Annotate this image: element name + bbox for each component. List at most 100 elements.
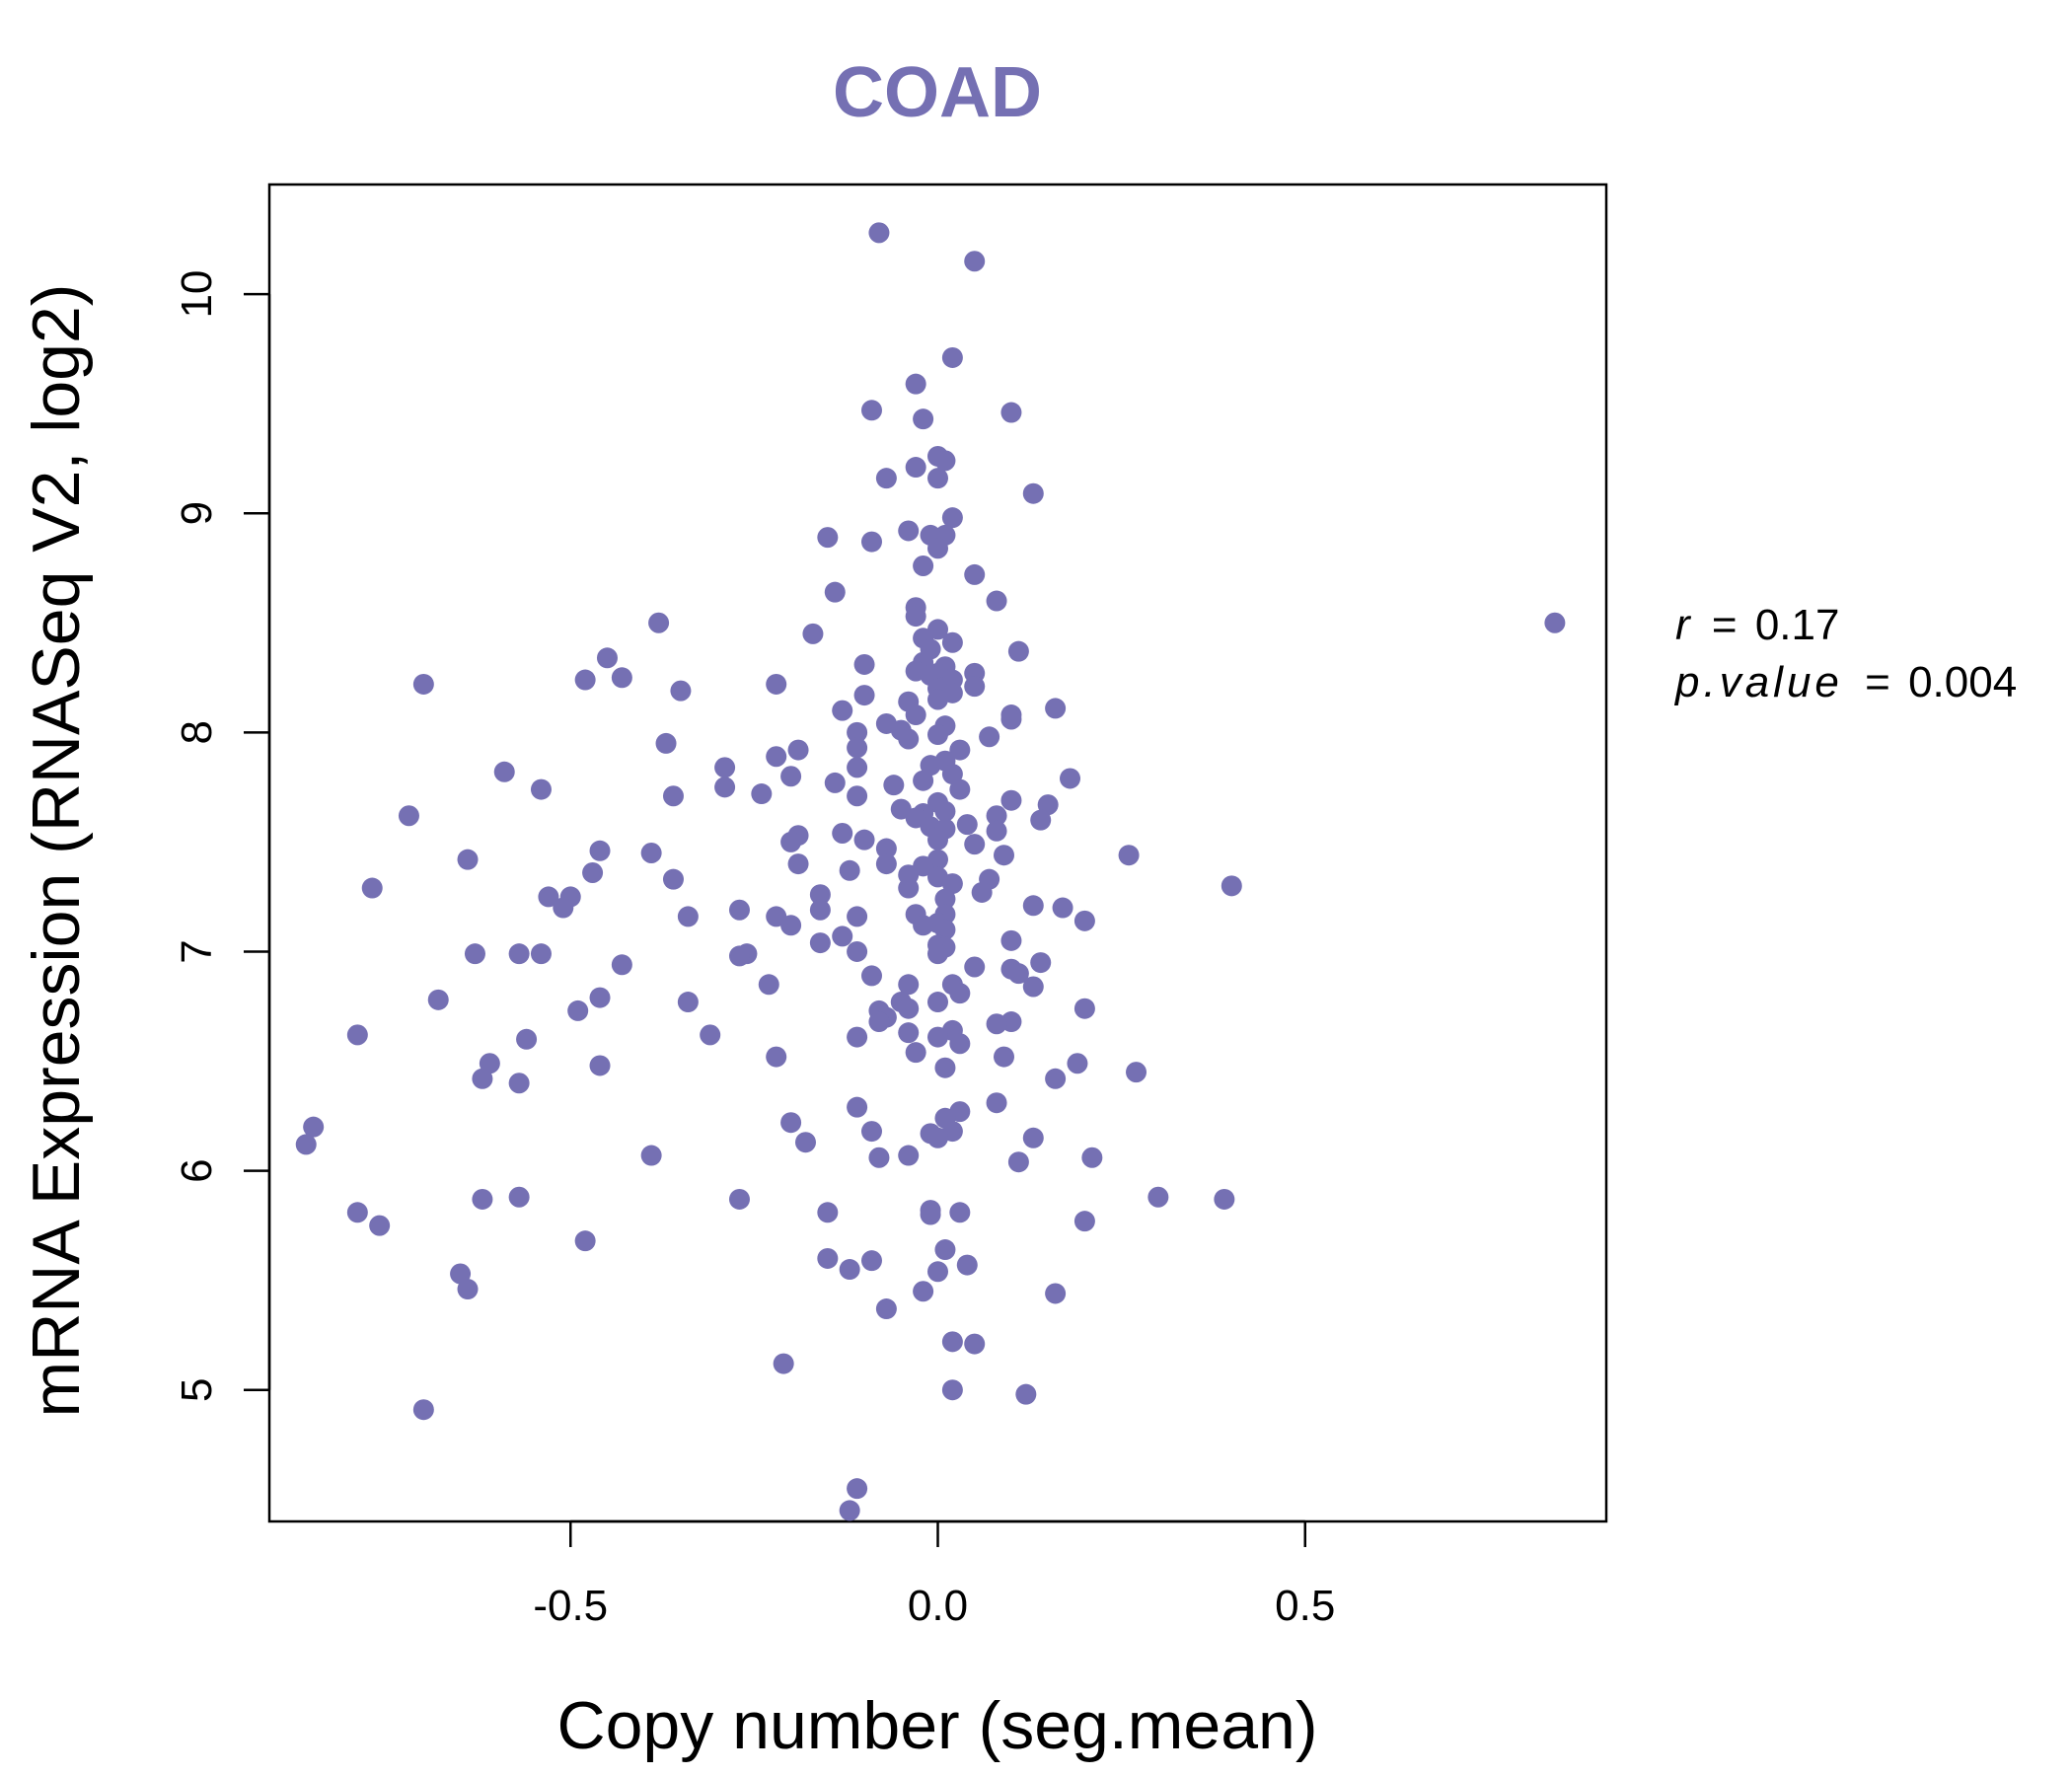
data-point — [472, 1068, 493, 1089]
data-point — [927, 1026, 948, 1048]
data-point — [611, 667, 632, 689]
data-point — [934, 450, 956, 472]
data-point — [303, 1116, 325, 1138]
data-point — [472, 1188, 493, 1210]
data-point — [860, 531, 882, 553]
data-point — [905, 704, 926, 726]
data-point — [986, 820, 1007, 842]
data-point — [949, 778, 971, 800]
data-point — [832, 925, 853, 947]
data-point — [964, 251, 986, 272]
data-point — [847, 757, 868, 778]
data-point — [853, 653, 875, 675]
data-point — [1126, 1062, 1147, 1083]
data-point — [927, 689, 948, 710]
data-point — [920, 755, 941, 777]
data-point — [728, 1188, 750, 1210]
data-point — [648, 612, 670, 633]
data-point — [913, 915, 934, 936]
data-point — [905, 606, 926, 628]
data-point — [824, 581, 846, 603]
data-point — [898, 998, 920, 1019]
data-point — [508, 1073, 530, 1094]
data-point — [1030, 809, 1052, 831]
data-point — [832, 700, 853, 721]
data-point — [941, 873, 963, 895]
data-point — [728, 945, 750, 967]
data-point — [934, 1239, 956, 1261]
data-point — [655, 732, 677, 754]
data-point — [728, 899, 750, 921]
r-value: 0.17 — [1755, 601, 1840, 649]
data-point — [662, 868, 684, 890]
data-point — [839, 1500, 860, 1521]
data-point — [1000, 708, 1022, 730]
data-point — [832, 823, 853, 845]
data-point — [941, 507, 963, 529]
data-point — [941, 346, 963, 368]
data-point — [964, 676, 986, 698]
data-point — [346, 1202, 368, 1223]
data-point — [949, 1202, 971, 1223]
data-point — [986, 805, 1007, 827]
data-point — [934, 800, 956, 822]
data-point — [1081, 1147, 1103, 1168]
data-point — [964, 956, 986, 978]
data-point — [860, 1250, 882, 1272]
data-point — [898, 520, 920, 542]
data-point — [824, 772, 846, 793]
data-point — [1022, 976, 1044, 998]
data-point — [920, 1204, 941, 1225]
data-point — [994, 1046, 1015, 1068]
data-point — [1118, 845, 1140, 866]
data-point — [508, 1186, 530, 1208]
data-point — [1000, 789, 1022, 811]
data-point — [898, 1145, 920, 1166]
data-point — [516, 1028, 538, 1050]
data-point — [398, 805, 419, 827]
data-point — [412, 673, 434, 695]
data-point — [787, 853, 809, 875]
y-tick-label: 5 — [173, 1377, 221, 1401]
p-label: p.value — [1673, 658, 1843, 706]
data-point — [450, 1263, 472, 1285]
data-point — [662, 785, 684, 807]
data-point — [956, 814, 978, 836]
data-point — [412, 1399, 434, 1421]
data-point — [927, 724, 948, 746]
data-point — [986, 590, 1007, 612]
data-point — [964, 1333, 986, 1355]
y-tick-label: 10 — [173, 270, 221, 319]
data-point — [553, 897, 574, 919]
data-point — [714, 757, 736, 778]
x-axis: -0.5 0.0 0.5 — [533, 1519, 1335, 1630]
data-point — [927, 538, 948, 559]
p-value: 0.004 — [1908, 658, 2017, 706]
r-statistic: r = 0.17 — [1675, 601, 1839, 649]
data-point — [927, 1127, 948, 1148]
data-point — [875, 1298, 897, 1320]
data-point — [839, 1259, 860, 1281]
data-point — [1007, 963, 1029, 985]
data-point — [898, 877, 920, 899]
data-point — [839, 859, 860, 881]
data-point — [1073, 910, 1095, 931]
data-point — [1022, 1127, 1044, 1148]
data-point — [905, 457, 926, 479]
data-point — [1073, 998, 1095, 1019]
data-point — [780, 831, 802, 852]
data-point — [913, 1281, 934, 1302]
data-point — [295, 1134, 317, 1155]
data-point — [817, 527, 839, 549]
data-point — [927, 829, 948, 851]
data-point — [927, 943, 948, 965]
data-point — [640, 843, 662, 863]
data-point — [1022, 482, 1044, 504]
data-point — [751, 783, 773, 805]
data-point — [802, 623, 824, 644]
data-point — [1067, 1053, 1088, 1074]
data-point — [567, 999, 589, 1021]
data-point — [1037, 794, 1059, 816]
data-point — [780, 1112, 802, 1134]
